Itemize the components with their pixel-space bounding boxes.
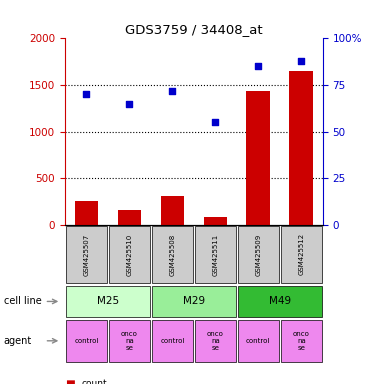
Bar bbox=[66, 286, 150, 317]
Text: cell line: cell line bbox=[4, 296, 42, 306]
Text: control: control bbox=[74, 338, 99, 344]
Bar bbox=[281, 319, 322, 362]
Text: GSM425507: GSM425507 bbox=[83, 233, 89, 276]
Bar bbox=[281, 226, 322, 283]
Text: control: control bbox=[246, 338, 270, 344]
Text: M25: M25 bbox=[97, 296, 119, 306]
Point bbox=[170, 88, 175, 94]
Bar bbox=[109, 226, 150, 283]
Bar bbox=[195, 226, 236, 283]
Text: GSM425510: GSM425510 bbox=[127, 233, 132, 276]
Text: M49: M49 bbox=[269, 296, 291, 306]
Text: GSM425509: GSM425509 bbox=[255, 233, 261, 276]
Text: ■: ■ bbox=[65, 379, 75, 384]
Text: onco
na
se: onco na se bbox=[207, 331, 224, 351]
Point bbox=[212, 119, 218, 125]
Bar bbox=[238, 319, 279, 362]
Bar bbox=[195, 319, 236, 362]
Text: GSM425511: GSM425511 bbox=[212, 233, 219, 276]
Bar bbox=[66, 319, 107, 362]
Bar bbox=[75, 201, 98, 225]
Text: GSM425508: GSM425508 bbox=[169, 233, 175, 276]
Text: control: control bbox=[160, 338, 184, 344]
Bar bbox=[246, 91, 270, 225]
Bar bbox=[238, 226, 279, 283]
Text: agent: agent bbox=[4, 336, 32, 346]
Bar bbox=[109, 319, 150, 362]
Bar bbox=[238, 286, 322, 317]
Text: onco
na
se: onco na se bbox=[293, 331, 310, 351]
Bar bbox=[152, 319, 193, 362]
Bar bbox=[66, 226, 107, 283]
Bar bbox=[118, 210, 141, 225]
Text: M29: M29 bbox=[183, 296, 205, 306]
Text: count: count bbox=[82, 379, 107, 384]
Point bbox=[298, 58, 304, 64]
Bar bbox=[289, 71, 313, 225]
Title: GDS3759 / 34408_at: GDS3759 / 34408_at bbox=[125, 23, 263, 36]
Text: GSM425512: GSM425512 bbox=[298, 233, 304, 275]
Point bbox=[83, 91, 89, 98]
Point bbox=[127, 101, 132, 107]
Point bbox=[255, 63, 261, 70]
Bar bbox=[152, 226, 193, 283]
Bar bbox=[152, 286, 236, 317]
Bar bbox=[204, 217, 227, 225]
Bar bbox=[161, 196, 184, 225]
Text: onco
na
se: onco na se bbox=[121, 331, 138, 351]
